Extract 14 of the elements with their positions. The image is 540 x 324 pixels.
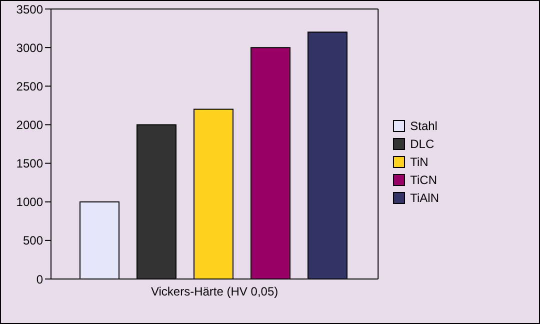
legend-label: TiAlN [410, 191, 439, 205]
y-tick-label: 500 [22, 234, 44, 248]
legend-label: DLC [410, 137, 434, 151]
y-tick-label: 1000 [16, 195, 44, 210]
x-tick-label: Vickers-Härte (HV 0,05) [150, 284, 278, 299]
y-tick-label: 3000 [16, 40, 44, 55]
y-tick-label: 3500 [16, 2, 44, 16]
y-tick-label: 0 [36, 272, 44, 286]
legend-label: TiN [410, 155, 428, 169]
legend-label: TiCN [410, 173, 437, 187]
y-tick-label: 1500 [16, 156, 44, 171]
legend-label: Stahl [410, 119, 438, 133]
y-tick-label: 2500 [16, 79, 44, 94]
y-tick-label: 2000 [16, 118, 44, 132]
